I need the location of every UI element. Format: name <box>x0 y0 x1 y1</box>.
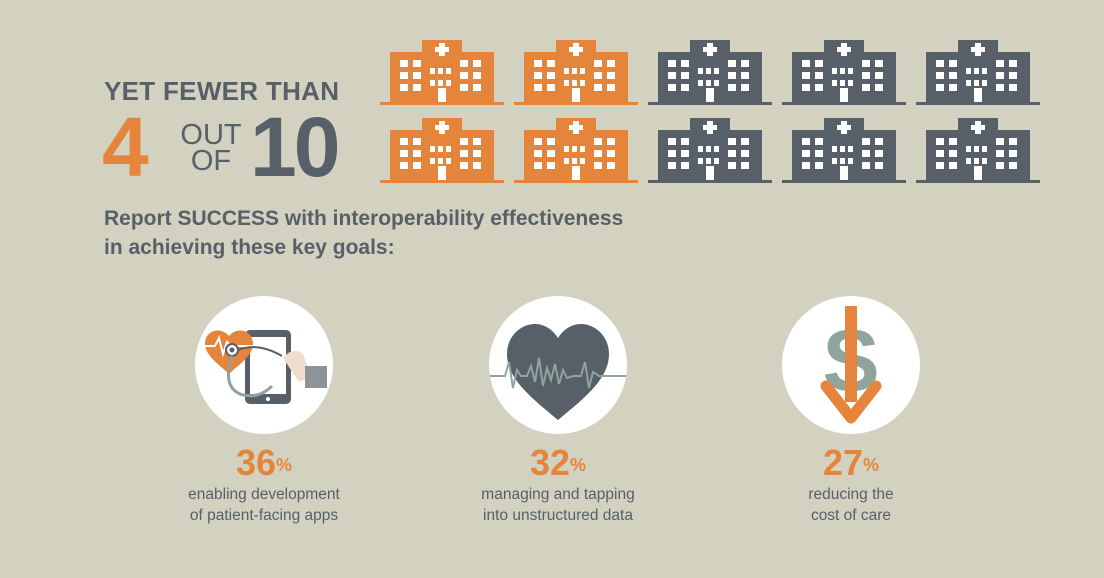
hospital-icon <box>648 38 772 106</box>
goal-unit: % <box>863 455 880 475</box>
headline: YET FEWER THAN <box>104 76 340 106</box>
goal-circle <box>489 296 627 434</box>
goal-unit: % <box>570 455 587 475</box>
heart-heartbeat-icon <box>489 324 627 420</box>
goal-description: reducing the cost of care <box>721 484 981 526</box>
tablet-stethoscope-heart-icon <box>205 330 327 404</box>
goal-percentage: 32% <box>530 444 586 482</box>
goal-description-line-2: into unstructured data <box>483 507 633 524</box>
goal-description-line-1: reducing the <box>808 486 894 503</box>
goal-percentage: 27% <box>823 444 879 482</box>
hospital-icon <box>782 38 906 106</box>
goal-description-line-1: enabling development <box>188 486 340 503</box>
subhead-line-1: Report SUCCESS with interoperability eff… <box>104 207 624 230</box>
ratio-of-label: OF <box>190 145 232 177</box>
dollar-down-arrow-icon: S <box>820 306 882 424</box>
goal-description-line-1: managing and tapping <box>481 486 635 503</box>
goal-value: 36 <box>235 442 277 483</box>
subhead: Report SUCCESS with interoperability eff… <box>104 204 744 262</box>
goal-value: 32 <box>529 442 571 483</box>
hospital-icon <box>514 116 638 184</box>
hospital-icon <box>916 116 1040 184</box>
hospital-icon-grid <box>380 38 1042 186</box>
ratio-numerator: 4 <box>102 100 149 194</box>
goal-circle <box>195 296 333 434</box>
hospital-icon <box>648 116 772 184</box>
ratio-statistic: 4 OUT OF 10 <box>100 104 370 194</box>
goal-percentage: 36% <box>236 444 292 482</box>
goal-patient-apps: 36% enabling development of patient-faci… <box>134 296 394 526</box>
ratio-denominator: 10 <box>250 100 340 194</box>
goal-unstructured-data: 32% managing and tapping into unstructur… <box>428 296 688 526</box>
goal-description-line-2: of patient-facing apps <box>189 507 339 524</box>
goal-circle: S <box>782 296 920 434</box>
goal-description: enabling development of patient-facing a… <box>134 484 394 526</box>
goal-cost-of-care: S 27% reducing the cost of care <box>721 296 981 526</box>
hospital-icon <box>782 116 906 184</box>
goal-unit: % <box>276 455 293 475</box>
hospital-icon <box>916 38 1040 106</box>
goal-description: managing and tapping into unstructured d… <box>428 484 688 526</box>
ratio-out-label: OUT <box>180 119 242 151</box>
goal-description-line-2: cost of care <box>810 507 892 524</box>
hospital-icon <box>380 38 504 106</box>
goal-value: 27 <box>822 442 864 483</box>
subhead-line-2: in achieving these key goals: <box>104 236 395 259</box>
hospital-icon <box>514 38 638 106</box>
hospital-icon <box>380 116 504 184</box>
